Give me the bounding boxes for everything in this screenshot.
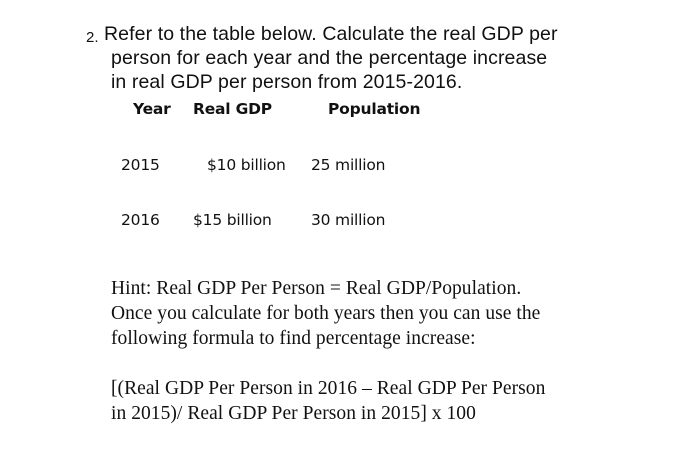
formula-line-1: [(Real GDP Per Person in 2016 – Real GDP… bbox=[111, 378, 546, 399]
question-line-1: Refer to the table below. Calculate the … bbox=[104, 23, 558, 45]
question-line-2: person for each year and the percentage … bbox=[111, 47, 548, 69]
question-number: 2. bbox=[86, 29, 99, 46]
formula-line-2: in 2015)/ Real GDP Per Person in 2015] x… bbox=[111, 403, 476, 424]
table-header-year: Year bbox=[133, 100, 171, 118]
table-cell-year-2015: 2015 bbox=[121, 156, 160, 174]
table-cell-population-2016: 30 million bbox=[311, 211, 386, 229]
table-cell-gdp-2015: $10 billion bbox=[207, 156, 286, 174]
question-line-3: in real GDP per person from 2015-2016. bbox=[111, 71, 463, 93]
table-cell-gdp-2016: $15 billion bbox=[193, 211, 272, 229]
table-cell-population-2015: 25 million bbox=[311, 156, 386, 174]
hint-line-3: following formula to find percentage inc… bbox=[111, 328, 476, 349]
table-header-real-gdp: Real GDP bbox=[193, 100, 272, 118]
hint-line-1: Hint: Real GDP Per Person = Real GDP/Pop… bbox=[111, 278, 522, 299]
hint-line-2: Once you calculate for both years then y… bbox=[111, 303, 541, 324]
table-cell-year-2016: 2016 bbox=[121, 211, 160, 229]
table-header-population: Population bbox=[328, 100, 421, 118]
